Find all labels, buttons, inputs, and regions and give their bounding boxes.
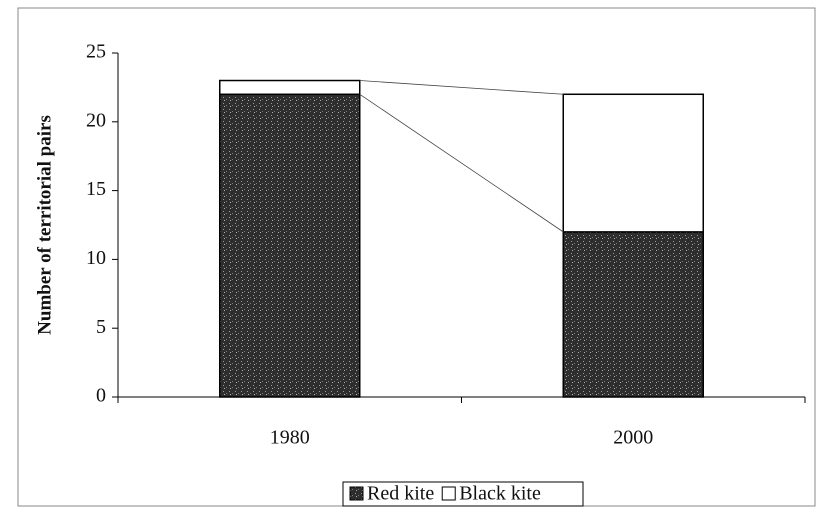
legend: Red kite Black kite	[342, 481, 584, 507]
y-tick-label: 15	[86, 178, 106, 200]
legend-swatch	[441, 486, 456, 501]
legend-label: Black kite	[459, 483, 541, 505]
y-axis-label: Number of territorial pairs	[34, 115, 55, 335]
series-line	[359, 93, 564, 233]
series-line	[359, 80, 564, 95]
legend-label: Red kite	[367, 483, 434, 505]
y-tick-label: 5	[96, 316, 106, 338]
bar-segment	[562, 93, 704, 233]
legend-swatch	[349, 486, 364, 501]
x-tick-label: 2000	[613, 427, 653, 449]
legend-box	[342, 481, 584, 507]
y-tick-label: 25	[86, 41, 106, 63]
y-tick-label: 0	[96, 385, 106, 407]
x-tick-label: 1980	[270, 427, 310, 449]
bar-segment	[219, 79, 361, 96]
y-tick-label: 20	[86, 109, 106, 131]
bar-segment	[219, 93, 361, 398]
bar-segment	[562, 231, 704, 398]
y-tick-label: 10	[86, 247, 106, 269]
